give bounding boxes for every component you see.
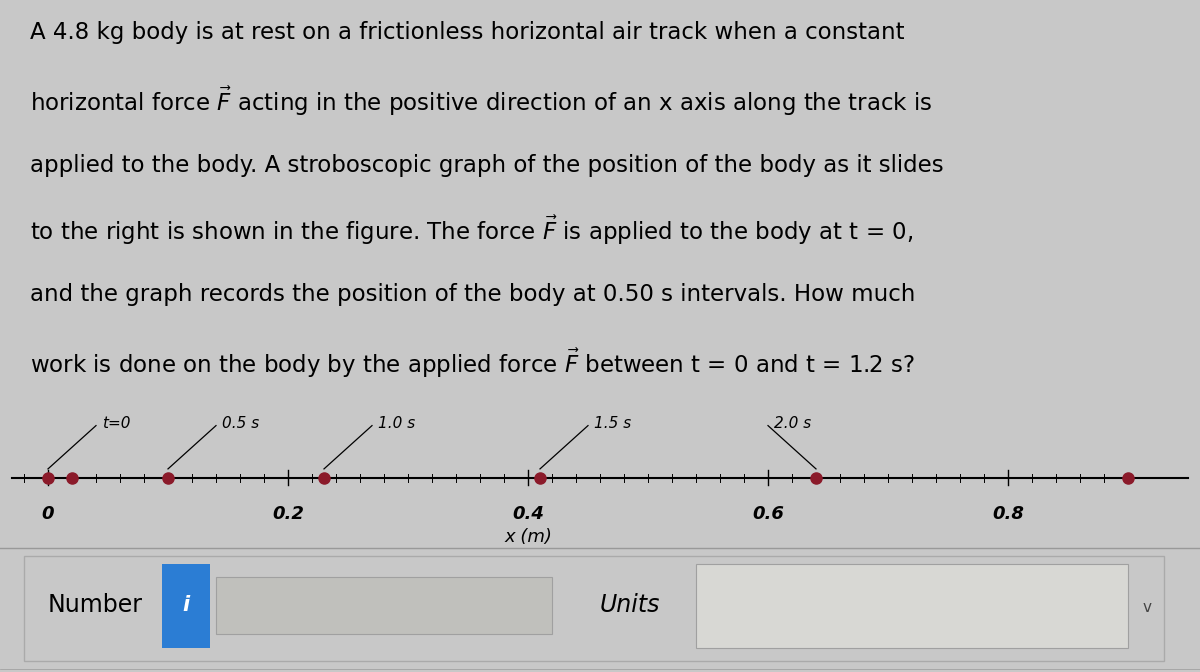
- Text: 1.5 s: 1.5 s: [594, 415, 631, 431]
- Text: 0.5 s: 0.5 s: [222, 415, 259, 431]
- Text: 0.6: 0.6: [752, 505, 784, 523]
- Text: 1.0 s: 1.0 s: [378, 415, 415, 431]
- Text: Units: Units: [600, 593, 660, 617]
- FancyBboxPatch shape: [162, 564, 210, 648]
- Text: i: i: [182, 595, 190, 615]
- Text: A 4.8 kg body is at rest on a frictionless horizontal air track when a constant: A 4.8 kg body is at rest on a frictionle…: [30, 21, 905, 44]
- Text: 2.0 s: 2.0 s: [774, 415, 811, 431]
- Text: x (m): x (m): [504, 528, 552, 546]
- Text: 0.2: 0.2: [272, 505, 304, 523]
- Text: applied to the body. A stroboscopic graph of the position of the body as it slid: applied to the body. A stroboscopic grap…: [30, 154, 943, 177]
- FancyBboxPatch shape: [216, 577, 552, 634]
- Text: t=0: t=0: [102, 415, 131, 431]
- Text: and the graph records the position of the body at 0.50 s intervals. How much: and the graph records the position of th…: [30, 283, 916, 306]
- FancyBboxPatch shape: [696, 564, 1128, 648]
- Text: 0.8: 0.8: [992, 505, 1024, 523]
- Text: v: v: [1142, 600, 1152, 615]
- Text: to the right is shown in the figure. The force $\vec{F}$ is applied to the body : to the right is shown in the figure. The…: [30, 213, 913, 247]
- Text: work is done on the body by the applied force $\vec{F}$ between t = 0 and t = 1.: work is done on the body by the applied …: [30, 346, 916, 380]
- Text: Number: Number: [48, 593, 143, 617]
- Text: 0: 0: [42, 505, 54, 523]
- Text: horizontal force $\vec{F}$ acting in the positive direction of an x axis along t: horizontal force $\vec{F}$ acting in the…: [30, 84, 932, 118]
- Text: 0.4: 0.4: [512, 505, 544, 523]
